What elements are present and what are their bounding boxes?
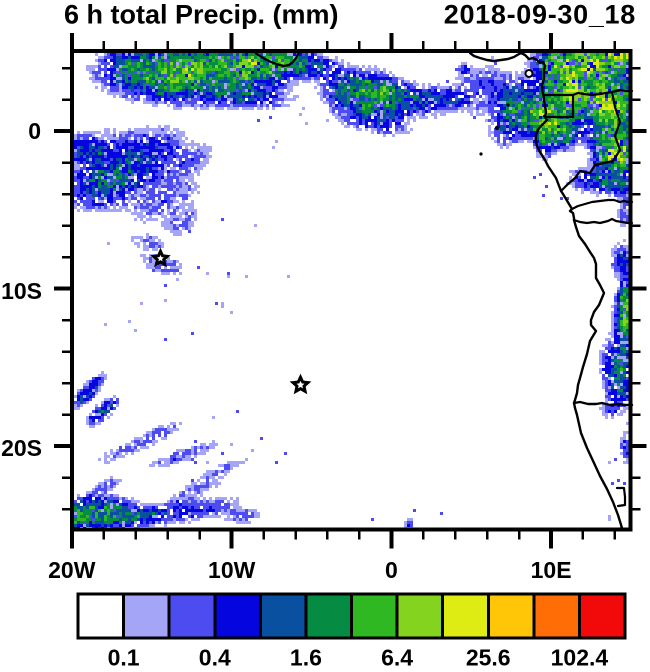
- svg-text:0: 0: [385, 557, 398, 583]
- svg-text:1.6: 1.6: [290, 645, 322, 668]
- svg-text:20S: 20S: [1, 435, 42, 461]
- svg-text:6.4: 6.4: [381, 645, 413, 668]
- svg-text:10W: 10W: [208, 557, 256, 583]
- svg-text:0.4: 0.4: [199, 645, 231, 668]
- svg-text:102.4: 102.4: [551, 645, 609, 668]
- svg-text:10S: 10S: [1, 278, 42, 304]
- svg-text:25.6: 25.6: [466, 645, 511, 668]
- svg-text:20W: 20W: [48, 557, 96, 583]
- svg-text:10E: 10E: [531, 557, 572, 583]
- svg-text:0: 0: [28, 118, 41, 144]
- svg-text:2018-09-30_18: 2018-09-30_18: [444, 0, 636, 30]
- svg-text:0.1: 0.1: [108, 645, 140, 668]
- svg-text:6 h total Precip. (mm): 6 h total Precip. (mm): [64, 0, 339, 30]
